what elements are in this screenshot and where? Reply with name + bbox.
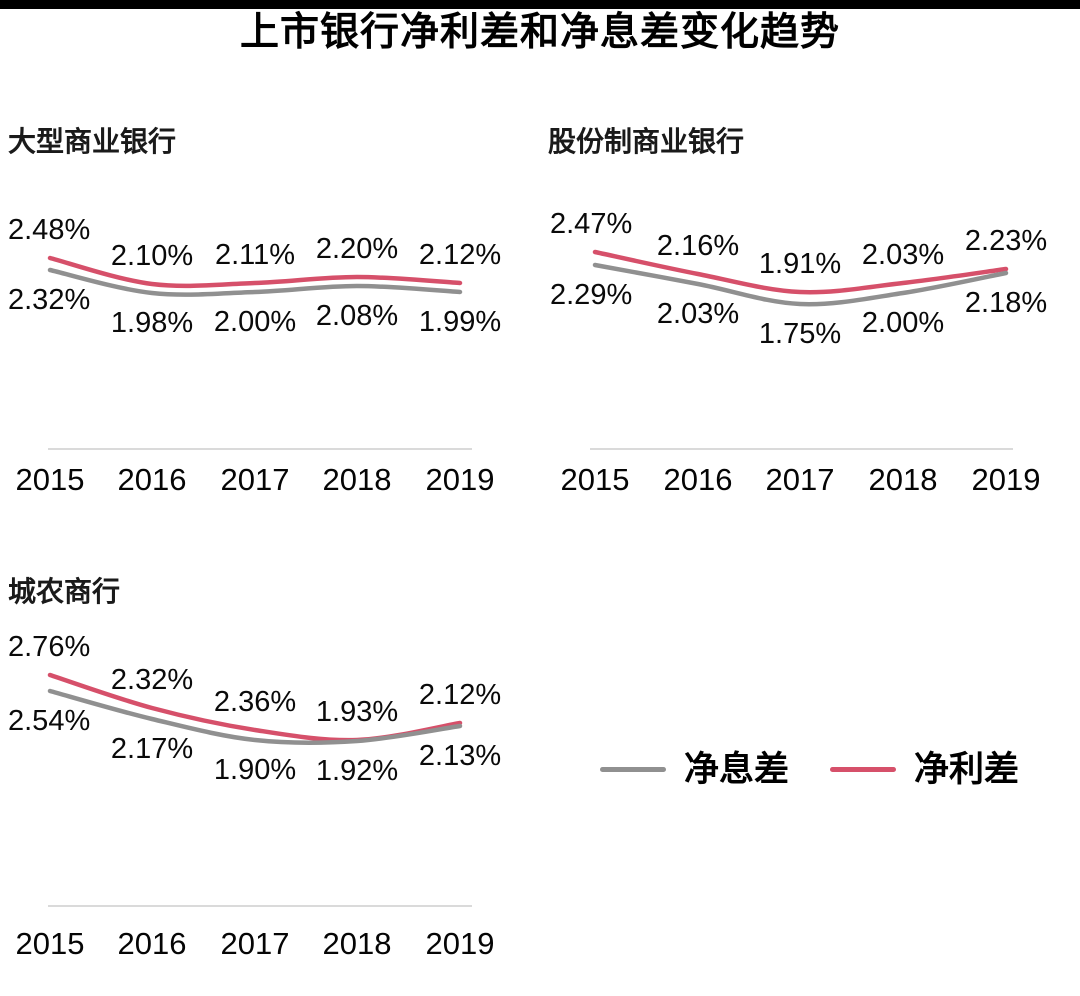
data-label: 2.54% [8, 705, 91, 737]
data-label: 2.76% [8, 631, 91, 663]
data-label: 2.12% [418, 679, 502, 711]
legend-swatch-net-interest-margin-icon [600, 767, 666, 772]
net-interest-margin-line [47, 267, 463, 297]
data-label: 1.90% [213, 754, 297, 786]
x-tick-label: 2016 [117, 462, 187, 497]
data-label: 2.10% [110, 240, 194, 272]
x-axis-line [48, 905, 472, 907]
data-label: 2.03% [656, 298, 740, 330]
x-tick-label: 2016 [117, 926, 187, 961]
data-label: 2.32% [110, 664, 194, 696]
x-axis-line [48, 448, 472, 450]
data-label: 1.98% [110, 307, 194, 339]
chart-subtitle: 股份制商业银行 [548, 126, 745, 157]
data-label: 2.32% [8, 284, 91, 316]
data-label: 2.17% [110, 733, 194, 765]
x-tick-label: 2018 [322, 462, 392, 497]
x-tick-label: 2017 [220, 926, 290, 961]
data-label: 1.99% [418, 306, 502, 338]
x-tick-label: 2017 [765, 462, 835, 497]
data-label: 2.18% [964, 287, 1048, 319]
legend-label-net-interest-spread: 净利差 [914, 750, 1020, 789]
net-interest-margin-line [592, 262, 1009, 307]
legend-swatch-net-interest-spread-icon [830, 767, 896, 772]
data-label: 1.93% [315, 696, 399, 728]
x-tick-label: 2017 [220, 462, 290, 497]
data-label: 2.12% [418, 239, 502, 271]
data-label: 2.00% [213, 306, 297, 338]
chart-subtitle: 城农商行 [8, 576, 121, 607]
x-tick-label: 2018 [322, 926, 392, 961]
net-interest-margin-line [47, 688, 463, 746]
net-interest-spread-line [47, 255, 463, 289]
x-tick-label: 2018 [868, 462, 938, 497]
x-axis-line [590, 448, 1013, 450]
x-tick-label: 2019 [971, 462, 1041, 497]
legend-label-net-interest-margin: 净息差 [684, 750, 790, 789]
x-tick-label: 2016 [663, 462, 733, 497]
data-label: 2.16% [656, 230, 740, 262]
data-label: 2.03% [861, 239, 945, 271]
x-tick-label: 2015 [560, 462, 630, 497]
data-label: 2.11% [214, 239, 296, 271]
data-label: 1.75% [758, 318, 842, 350]
data-label: 2.13% [418, 740, 502, 772]
data-label: 2.20% [315, 233, 399, 265]
data-label: 2.47% [550, 208, 633, 240]
top-border-bar [0, 0, 1080, 9]
data-label: 2.48% [8, 214, 91, 246]
x-tick-label: 2019 [425, 462, 495, 497]
x-tick-label: 2015 [15, 926, 85, 961]
data-label: 2.23% [964, 225, 1048, 257]
data-label: 1.91% [758, 248, 842, 280]
chart-subtitle: 大型商业银行 [8, 126, 177, 157]
figure-title: 上市银行净利差和净息差变化趋势 [239, 11, 840, 54]
data-label: 2.08% [315, 300, 399, 332]
data-label: 2.00% [861, 307, 945, 339]
data-label: 2.36% [213, 686, 297, 718]
net-interest-spread-line [592, 249, 1009, 295]
x-tick-label: 2019 [425, 926, 495, 961]
x-tick-label: 2015 [15, 462, 85, 497]
data-label: 2.29% [550, 279, 633, 311]
data-label: 1.92% [315, 755, 399, 787]
